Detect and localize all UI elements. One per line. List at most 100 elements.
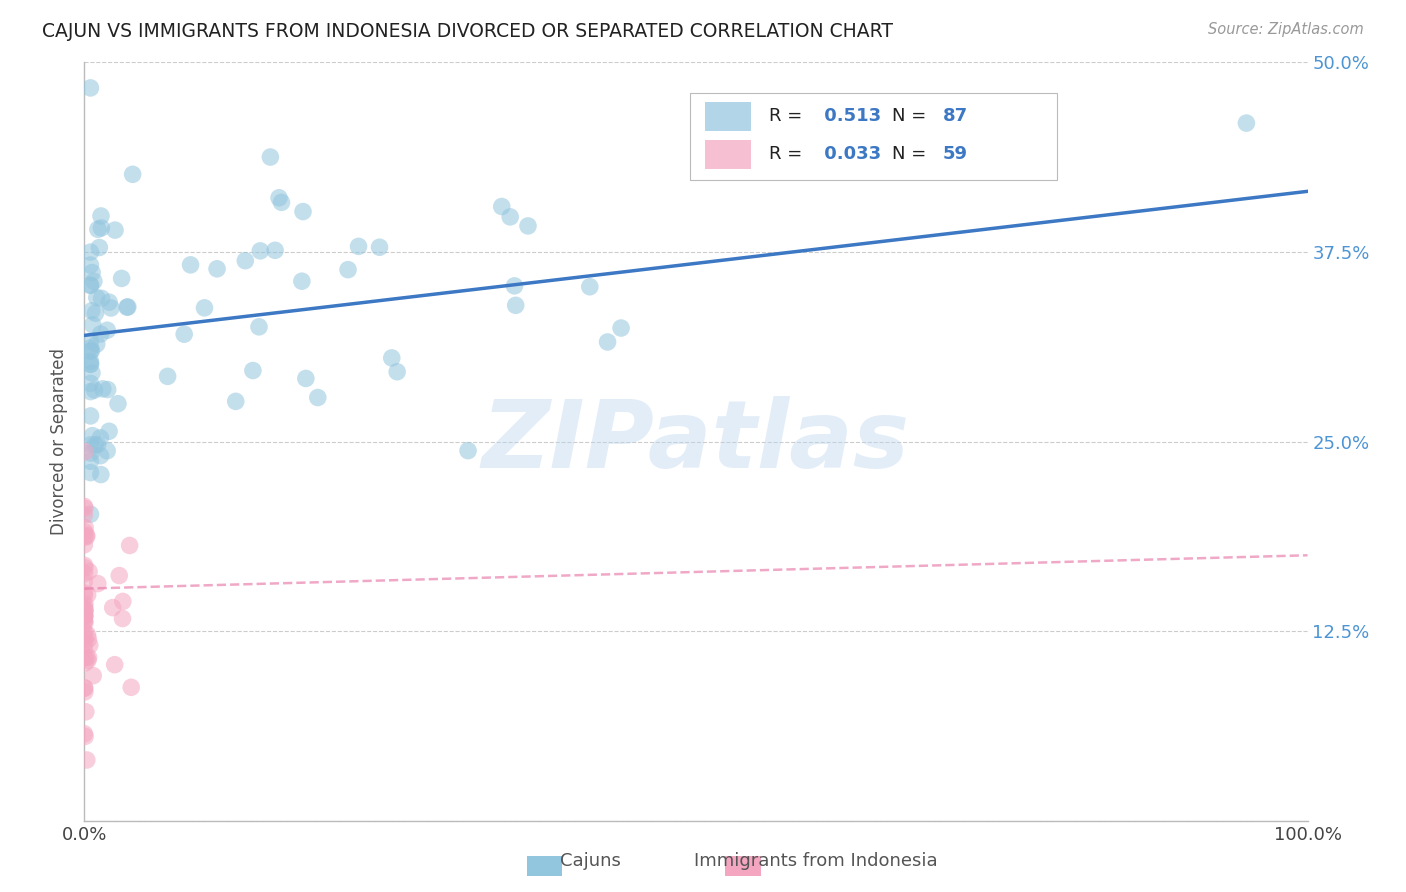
Point	[259, 150, 281, 164]
Point	[73, 609, 96, 624]
Point	[120, 681, 142, 695]
Y-axis label: Divorced or Separated: Divorced or Separated	[51, 348, 69, 535]
Point	[80, 446, 103, 460]
Point	[79, 334, 101, 349]
Point	[76, 753, 98, 767]
Point	[86, 337, 108, 351]
Text: 0.513: 0.513	[818, 107, 882, 125]
Point	[79, 454, 101, 468]
Point	[242, 363, 264, 377]
Point	[76, 588, 98, 602]
Point	[75, 730, 97, 744]
Point	[73, 614, 96, 628]
Point	[193, 301, 215, 315]
Point	[76, 528, 98, 542]
Point	[73, 615, 96, 630]
Point	[79, 258, 101, 272]
Point	[1236, 116, 1258, 130]
Point	[91, 382, 114, 396]
Point	[73, 501, 96, 516]
Point	[156, 369, 179, 384]
Point	[79, 278, 101, 293]
Point	[73, 558, 96, 573]
Point	[368, 240, 391, 254]
Point	[610, 321, 633, 335]
Point	[79, 245, 101, 260]
Point	[73, 566, 96, 581]
Point	[73, 589, 96, 603]
Point	[73, 500, 96, 514]
Point	[79, 354, 101, 368]
Point	[118, 539, 141, 553]
Point	[89, 431, 111, 445]
Point	[264, 244, 287, 258]
Point	[80, 303, 103, 318]
Point	[73, 574, 96, 589]
Point	[73, 602, 96, 616]
Point	[180, 258, 202, 272]
Text: ZIPatlas: ZIPatlas	[482, 395, 910, 488]
Bar	[704, 102, 751, 130]
Point	[381, 351, 404, 365]
Point	[79, 409, 101, 423]
Point	[73, 632, 96, 647]
Point	[80, 343, 103, 358]
Point	[270, 195, 292, 210]
Point	[73, 628, 96, 642]
Point	[121, 167, 143, 181]
Point	[90, 291, 112, 305]
Point	[73, 444, 96, 458]
Point	[77, 653, 100, 667]
Point	[111, 611, 134, 625]
Point	[79, 507, 101, 521]
Point	[517, 219, 540, 233]
Bar	[704, 140, 751, 169]
Point	[83, 274, 105, 288]
Point	[117, 300, 139, 314]
Point	[73, 508, 96, 522]
Point	[101, 600, 124, 615]
Point	[73, 727, 96, 741]
Point	[267, 191, 290, 205]
Point	[76, 530, 98, 544]
Point	[73, 530, 96, 544]
Point	[505, 298, 527, 312]
Text: Cajuns: Cajuns	[560, 852, 621, 870]
Point	[295, 371, 318, 385]
Point	[82, 668, 104, 682]
Point	[73, 605, 96, 619]
Point	[205, 261, 228, 276]
Point	[73, 609, 96, 624]
Point	[83, 383, 105, 397]
Point	[73, 599, 96, 614]
Point	[80, 366, 103, 380]
Point	[73, 614, 96, 628]
Point	[84, 438, 107, 452]
Point	[75, 705, 97, 719]
Point	[90, 467, 112, 482]
Text: Immigrants from Indonesia: Immigrants from Indonesia	[693, 852, 938, 870]
Point	[79, 344, 101, 359]
Point	[89, 240, 111, 254]
Point	[503, 278, 526, 293]
Point	[73, 685, 96, 699]
Point	[73, 603, 96, 617]
Point	[82, 318, 104, 332]
Text: N =: N =	[891, 145, 932, 163]
Point	[75, 656, 97, 670]
Point	[499, 210, 522, 224]
Point	[75, 520, 97, 534]
Point	[79, 278, 101, 293]
Point	[596, 334, 619, 349]
FancyBboxPatch shape	[690, 93, 1057, 180]
Text: R =: R =	[769, 145, 808, 163]
Point	[115, 300, 138, 314]
Point	[111, 594, 134, 608]
Point	[73, 608, 96, 623]
Point	[225, 394, 247, 409]
Point	[73, 681, 96, 695]
Point	[104, 657, 127, 672]
Point	[110, 271, 132, 285]
Point	[100, 301, 122, 315]
Point	[79, 638, 101, 652]
